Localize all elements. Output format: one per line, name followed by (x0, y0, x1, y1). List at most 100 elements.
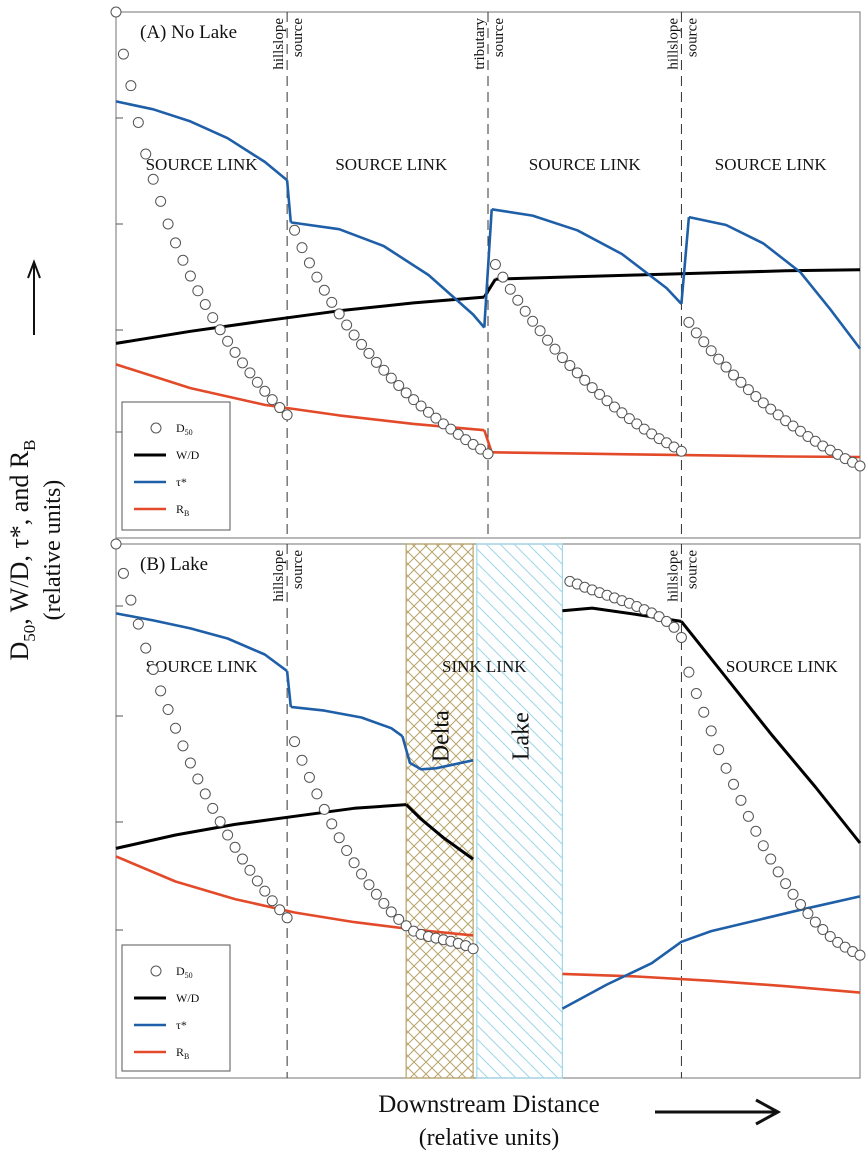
rb-line (562, 972, 861, 994)
d50-point (155, 685, 167, 697)
d50-point (229, 841, 241, 853)
d50-point (356, 868, 368, 880)
d50-point (266, 394, 278, 406)
d50-point (631, 418, 643, 430)
region-label: SOURCE LINK (146, 155, 259, 174)
d50-point (787, 420, 799, 432)
d50-point (326, 818, 338, 830)
d50-point (207, 802, 219, 814)
d50-point (489, 258, 501, 270)
d50-point (675, 631, 687, 643)
d50-point (140, 642, 152, 654)
d50-point (199, 298, 211, 310)
d50-point (817, 924, 829, 936)
tau-line (483, 209, 493, 328)
rb-line (115, 363, 485, 432)
d50-point (594, 388, 606, 400)
d50-point (757, 840, 769, 852)
d50-point (393, 379, 405, 391)
d50-point (757, 397, 769, 409)
d50-point (720, 361, 732, 373)
d50-point (222, 829, 234, 841)
d50-point (177, 740, 189, 752)
zone-lake (476, 543, 563, 1079)
d50-point (341, 319, 353, 331)
boundary-label-downstream: source (290, 550, 306, 589)
d50-point (608, 401, 620, 413)
d50-point (400, 387, 412, 399)
d50-point (794, 898, 806, 910)
legend-label-wd: W/D (176, 448, 200, 462)
d50-point (125, 594, 137, 606)
d50-point (482, 448, 494, 460)
d50-point (750, 391, 762, 403)
d50-point (318, 803, 330, 815)
d50-point (259, 385, 271, 397)
d50-point (512, 294, 524, 306)
d50-point (772, 409, 784, 421)
d50-point (170, 722, 182, 734)
d50-point (311, 788, 323, 800)
zone-delta (405, 543, 474, 1079)
y-axis-label-group: D50, W/D, τ*, and RB (relative units) (5, 439, 66, 660)
d50-point (192, 285, 204, 297)
d50-point (132, 618, 144, 630)
d50-point (333, 308, 345, 320)
d50-point (192, 773, 204, 785)
d50-point (251, 875, 263, 887)
d50-point (735, 376, 747, 388)
d50-point (683, 666, 695, 678)
d50-point (467, 943, 479, 955)
d50-point (356, 338, 368, 350)
legend-label-tau: τ* (176, 1018, 187, 1032)
x-axis-label: Downstream Distance (378, 1091, 599, 1118)
d50-point (430, 412, 442, 424)
d50-point (780, 415, 792, 427)
zone-label-lake: Lake (509, 712, 535, 760)
d50-point (132, 116, 144, 128)
d50-point (713, 744, 725, 756)
d50-point (318, 284, 330, 296)
d50-point (556, 352, 568, 364)
region-label: SOURCE LINK (715, 155, 828, 174)
legend-box (121, 944, 231, 1072)
tau-line (290, 221, 486, 329)
region-label: SOURCE LINK (146, 657, 259, 676)
tau-line (115, 612, 288, 673)
d50-point (281, 409, 293, 421)
tau-line (680, 216, 691, 305)
d50-point (527, 315, 539, 327)
region-label: SOURCE LINK (529, 155, 642, 174)
d50-point (728, 778, 740, 790)
d50-point (162, 218, 174, 230)
legend-marker-d50 (150, 422, 162, 434)
d50-point (705, 345, 717, 357)
d50-point (170, 237, 182, 249)
d50-point (385, 906, 397, 918)
d50-point (542, 334, 554, 346)
d50-point (296, 754, 308, 766)
d50-point (400, 920, 412, 932)
d50-point (281, 912, 293, 924)
panel-title: (B) Lake (140, 554, 208, 575)
d50-point (117, 48, 129, 60)
d50-point (110, 6, 122, 18)
d50-point (705, 725, 717, 737)
d50-point (765, 853, 777, 865)
d50-point (809, 916, 821, 928)
d50-point (274, 904, 286, 916)
d50-point (155, 195, 167, 207)
d50-point (147, 173, 159, 185)
d50-point (586, 382, 598, 394)
x-axis-units: (relative units) (419, 1125, 560, 1151)
d50-point (742, 384, 754, 396)
d50-point (378, 364, 390, 376)
legend-label-tau: τ* (176, 475, 187, 489)
region-label: SINK LINK (442, 657, 527, 676)
d50-point (229, 346, 241, 358)
d50-point (289, 224, 301, 236)
d50-point (222, 335, 234, 347)
d50-point (236, 853, 248, 865)
d50-point (199, 788, 211, 800)
